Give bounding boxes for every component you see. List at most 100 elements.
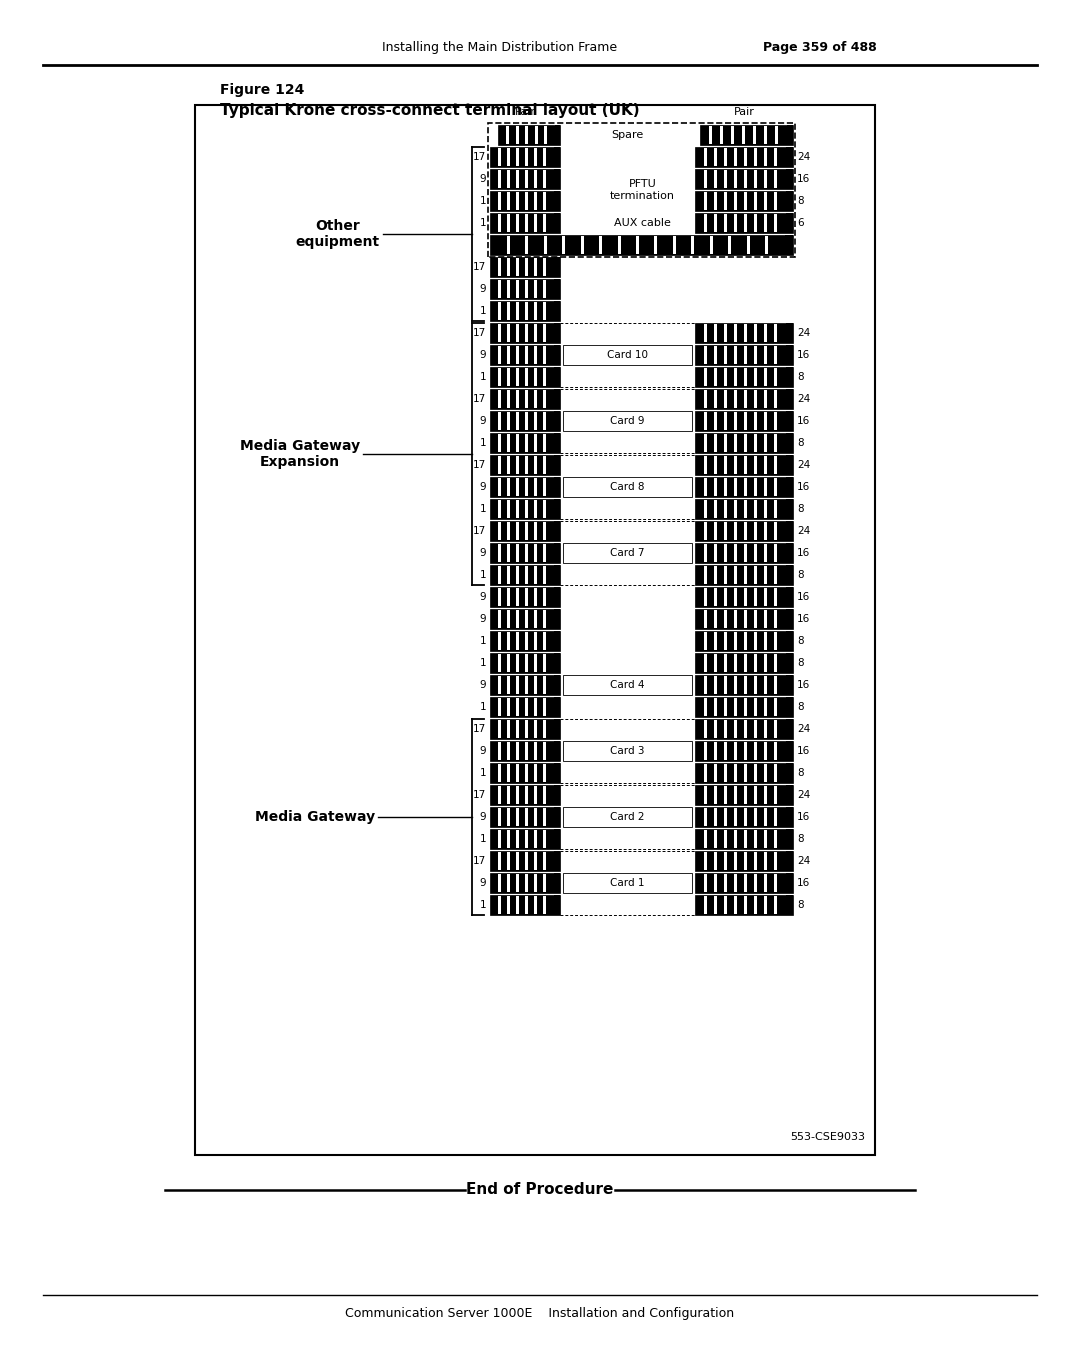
Bar xyxy=(774,830,778,849)
Bar xyxy=(720,126,724,144)
Bar xyxy=(774,412,778,430)
Bar xyxy=(703,698,706,715)
Bar xyxy=(714,874,717,892)
Bar xyxy=(703,676,706,694)
Bar xyxy=(696,741,793,762)
Bar xyxy=(516,544,518,562)
Bar xyxy=(490,830,561,849)
Bar xyxy=(554,432,561,453)
Text: 17: 17 xyxy=(473,526,486,536)
Bar xyxy=(774,500,778,518)
Bar xyxy=(754,764,757,782)
Bar xyxy=(714,522,717,540)
Bar xyxy=(525,126,528,144)
Bar xyxy=(516,456,518,475)
Bar xyxy=(490,631,561,651)
Bar xyxy=(754,874,757,892)
Bar xyxy=(554,543,561,563)
Bar xyxy=(543,500,546,518)
Bar xyxy=(507,830,510,849)
Bar xyxy=(703,434,706,452)
Bar xyxy=(786,830,793,849)
Bar xyxy=(554,609,561,628)
Bar xyxy=(744,896,747,914)
Bar xyxy=(744,544,747,562)
Bar xyxy=(744,764,747,782)
Bar xyxy=(703,719,706,738)
Bar xyxy=(525,874,528,892)
Bar xyxy=(490,367,561,388)
Bar xyxy=(490,432,561,453)
Bar xyxy=(754,412,757,430)
Bar xyxy=(525,258,528,276)
Bar xyxy=(696,785,793,805)
Bar xyxy=(754,477,757,496)
Bar xyxy=(535,743,537,760)
Bar xyxy=(754,676,757,694)
Bar xyxy=(765,345,767,364)
Bar xyxy=(696,389,793,409)
Bar xyxy=(774,369,778,386)
Bar xyxy=(543,214,546,233)
Bar xyxy=(744,611,747,628)
Bar xyxy=(507,566,510,583)
Bar xyxy=(786,588,793,607)
Bar xyxy=(535,412,537,430)
Bar xyxy=(490,214,561,233)
Bar xyxy=(543,412,546,430)
Bar xyxy=(724,719,727,738)
Bar xyxy=(516,214,518,233)
Text: 24: 24 xyxy=(797,152,810,162)
Bar xyxy=(507,654,510,672)
Bar xyxy=(490,301,561,321)
Text: 16: 16 xyxy=(797,879,810,888)
Bar xyxy=(525,324,528,341)
Text: 553-CSE9033: 553-CSE9033 xyxy=(789,1132,865,1142)
Bar xyxy=(786,675,793,695)
Bar xyxy=(724,456,727,475)
Bar xyxy=(786,653,793,673)
Text: 1: 1 xyxy=(480,834,486,845)
Bar xyxy=(535,611,537,628)
Bar xyxy=(774,719,778,738)
Bar xyxy=(507,544,510,562)
Bar xyxy=(507,896,510,914)
Text: 16: 16 xyxy=(797,592,810,602)
Bar xyxy=(744,808,747,826)
Bar xyxy=(490,499,561,520)
Bar xyxy=(744,324,747,341)
Bar xyxy=(714,434,717,452)
Bar xyxy=(696,367,793,388)
Bar xyxy=(563,345,692,364)
Text: 9: 9 xyxy=(480,350,486,360)
Bar xyxy=(786,873,793,894)
Bar xyxy=(544,237,546,254)
Bar xyxy=(525,808,528,826)
Bar xyxy=(543,851,546,870)
Bar xyxy=(753,126,756,144)
Bar xyxy=(516,148,518,166)
Bar xyxy=(774,611,778,628)
Text: 24: 24 xyxy=(797,328,810,339)
Bar xyxy=(535,390,537,408)
Bar xyxy=(765,588,767,607)
Bar xyxy=(525,719,528,738)
Bar xyxy=(744,654,747,672)
Bar xyxy=(554,719,561,738)
Bar xyxy=(714,345,717,364)
Bar xyxy=(744,632,747,650)
Text: 1: 1 xyxy=(480,438,486,447)
Bar xyxy=(703,611,706,628)
Bar xyxy=(535,830,537,849)
Bar xyxy=(734,786,737,804)
Text: 8: 8 xyxy=(797,768,804,778)
Bar xyxy=(525,566,528,583)
Bar xyxy=(703,654,706,672)
Bar xyxy=(724,192,727,209)
Bar xyxy=(754,830,757,849)
Bar xyxy=(734,874,737,892)
Bar xyxy=(554,675,561,695)
Bar xyxy=(754,896,757,914)
Bar xyxy=(543,544,546,562)
Bar xyxy=(490,235,793,256)
